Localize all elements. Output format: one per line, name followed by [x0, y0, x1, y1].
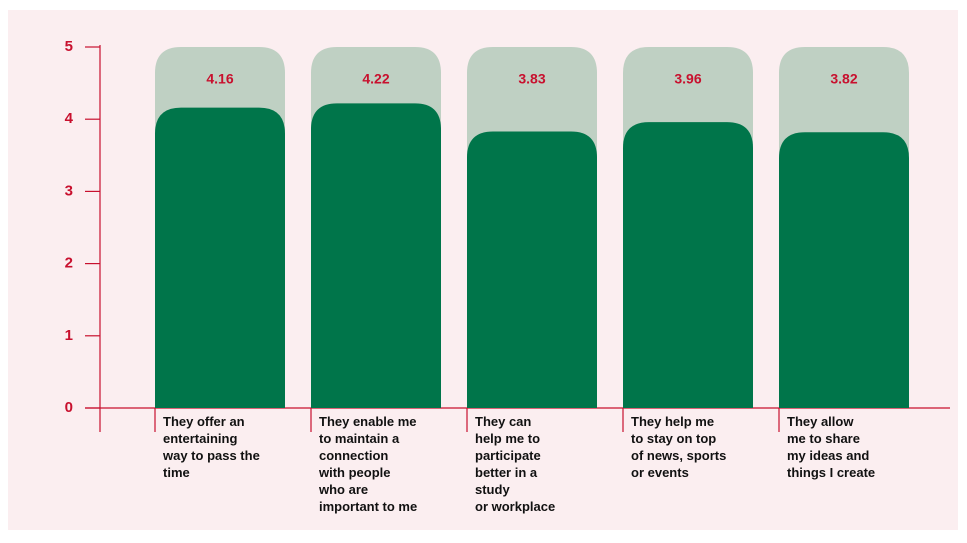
y-tick-label: 5: [65, 38, 73, 55]
x-tick-label: They can help me to participate better i…: [475, 414, 556, 514]
value-label: 3.82: [830, 71, 857, 87]
bar: [155, 107, 285, 408]
y-tick-label: 2: [65, 255, 73, 272]
x-tick-label: They enable me to maintain a connection …: [319, 414, 418, 514]
value-label: 3.83: [518, 71, 545, 87]
value-label: 3.96: [674, 71, 701, 87]
bar: [311, 103, 441, 408]
value-label: 4.22: [362, 71, 389, 87]
x-tick-label: They help me to stay on top of news, spo…: [631, 414, 727, 480]
y-tick-label: 3: [65, 182, 73, 199]
x-tick-label: They allow me to share my ideas and thin…: [787, 414, 876, 480]
value-label: 4.16: [206, 71, 233, 87]
bar: [467, 131, 597, 408]
y-tick-label: 0: [65, 399, 73, 416]
bar: [623, 122, 753, 408]
x-tick-label: They offer an entertaining way to pass t…: [163, 414, 260, 480]
bar: [779, 132, 909, 409]
y-tick-label: 1: [65, 327, 73, 344]
y-tick-label: 4: [65, 110, 74, 127]
